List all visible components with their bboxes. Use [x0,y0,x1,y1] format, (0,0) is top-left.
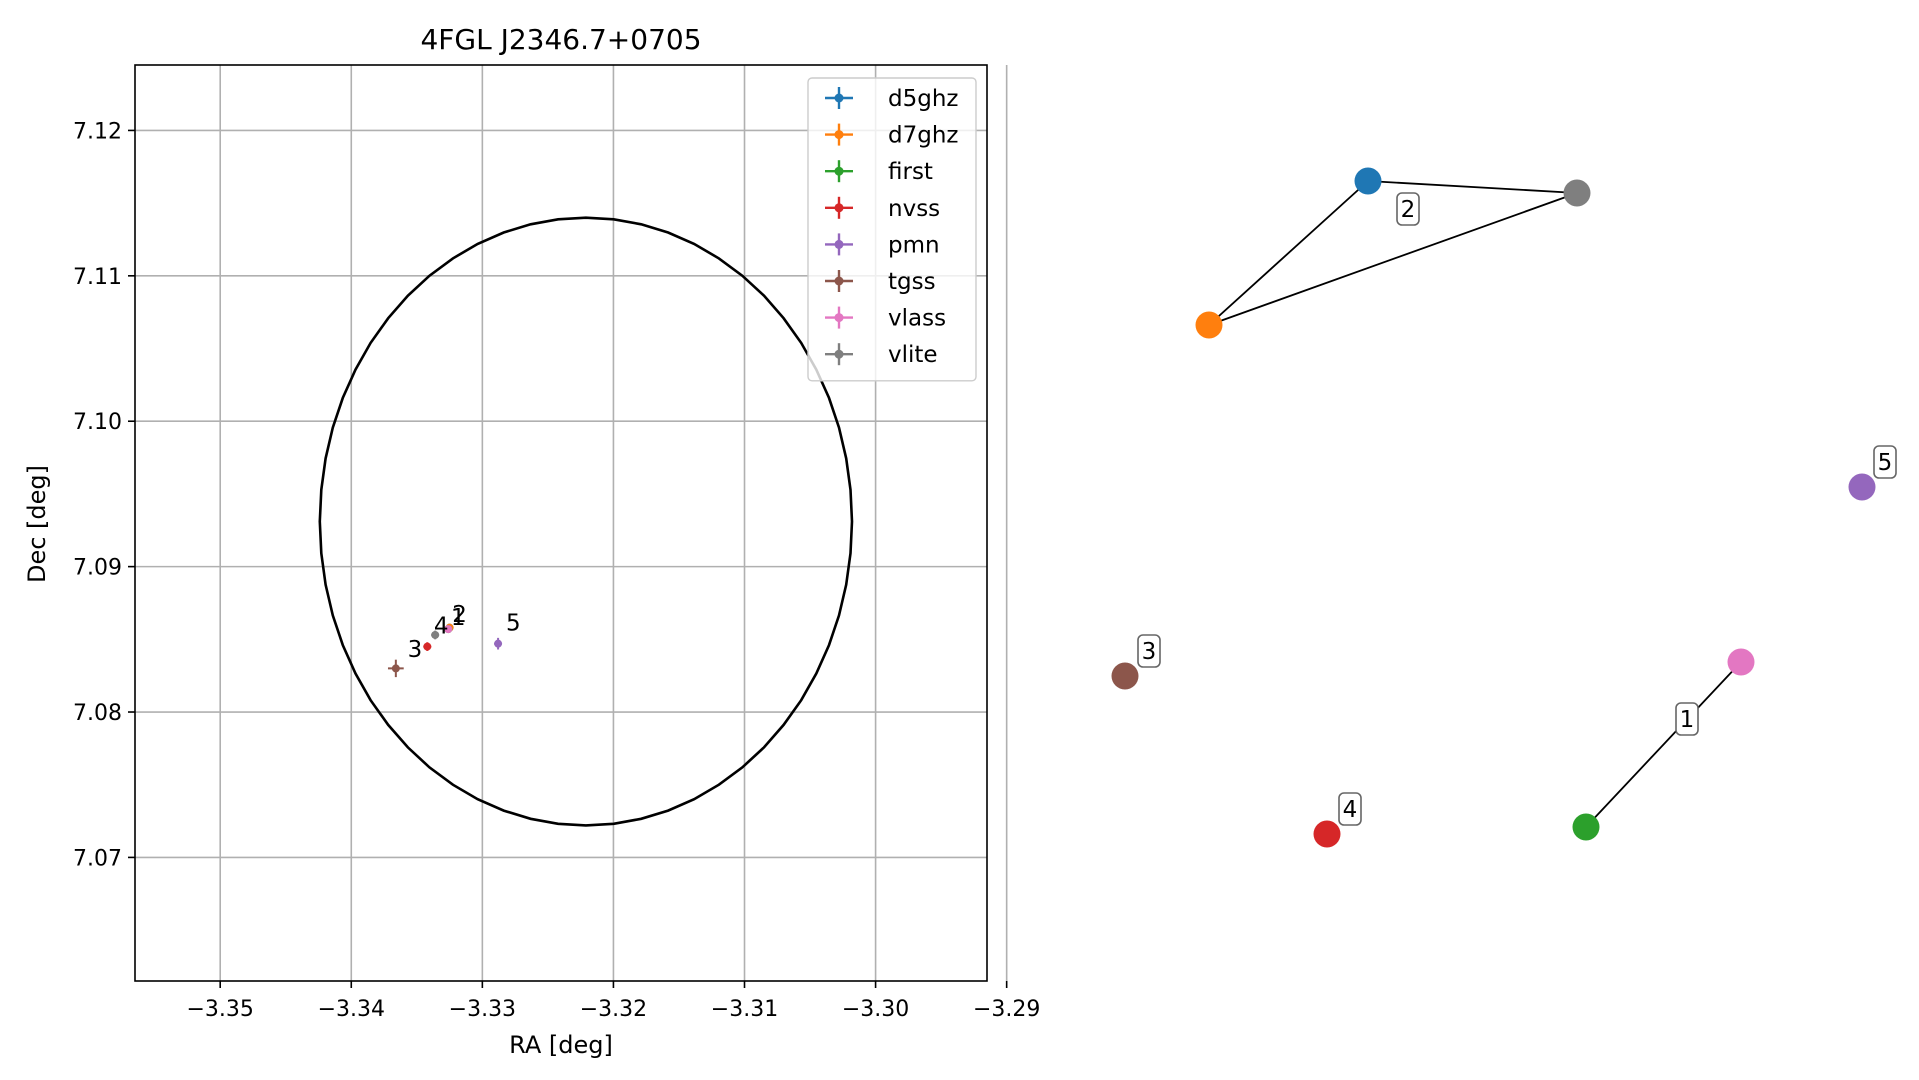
edge-d5ghz-d7ghz [1208,180,1369,326]
annotation-3: 3 [408,637,423,663]
point-tgss [387,659,404,678]
legend-box [807,77,977,382]
legend-label: d7ghz [888,123,958,149]
network-nodes [1111,167,1876,848]
sky-scatter-panel: 12 34 5 −3.35 −3.34 −3.33 −3.32 −3.31 −3.30 −3.2… [23,23,1040,1059]
legend-label: first [888,159,933,185]
group-label-3: 3 [1137,634,1161,668]
legend-item-tgss: tgss [825,269,936,295]
group-labels: 1 2 3 4 5 [1137,192,1897,826]
legend-item-d7ghz: d7ghz [825,123,958,149]
group-label-text: 5 [1878,450,1893,476]
legend-item-nvss: nvss [825,196,940,222]
chart-title: 4FGL J2346.7+0705 [420,23,701,56]
legend: d5ghz d7ghz first nvss pmn tgss vlass vlite [807,77,977,382]
y-axis-label: Dec [deg] [23,465,51,583]
legend-label: pmn [888,232,940,258]
node-vlite [1563,179,1591,207]
localization-ellipse [318,216,854,827]
x-tick-label: −3.34 [318,997,385,1022]
axes-frame [134,64,988,982]
marker-vlass [444,625,453,634]
y-tick-label: 7.10 [73,410,122,435]
y-tick-label: 7.07 [73,846,122,871]
x-tick-label: −3.30 [842,997,909,1022]
legend-label: tgss [888,269,936,295]
marker-vlite [431,630,440,639]
y-tick-label: 7.09 [73,556,122,581]
network-edges [1208,180,1742,828]
legend-item-vlite: vlite [825,342,938,368]
group-label-4: 4 [1338,792,1362,826]
node-first [1572,813,1600,841]
marker-pmn [494,639,503,648]
legend-marker [834,130,844,140]
data-points [387,623,503,678]
annotation-1: 1 [451,605,466,631]
legend-marker [834,93,844,103]
y-tick-label: 7.11 [73,265,122,290]
legend-label: vlite [888,342,938,368]
group-label-text: 4 [1343,797,1358,823]
x-tick-label: −3.35 [186,997,253,1022]
group-label-box [1396,192,1420,226]
legend-label: nvss [888,196,940,222]
annotation-2: 2 [452,602,467,628]
annotation-5: 5 [506,611,521,637]
node-pmn [1848,473,1876,501]
point-vlass [444,625,453,634]
node-tgss [1111,662,1139,690]
legend-marker [834,349,844,359]
node-d5ghz [1354,167,1382,195]
legend-marker [834,313,844,323]
legend-item-first: first [825,159,933,185]
legend-marker [834,276,844,286]
group-label-box [1338,792,1362,826]
group-label-box [1873,445,1897,479]
node-vlass [1727,648,1755,676]
legend-marker [834,203,844,213]
group-label-text: 3 [1142,639,1157,665]
x-tick-label: −3.32 [580,997,647,1022]
legend-label: vlass [888,306,946,332]
edge-d7ghz-vlite [1208,192,1578,326]
grid-lines [135,65,1008,981]
legend-label: d5ghz [888,86,958,112]
legend-item-vlass: vlass [825,306,946,332]
x-axis-label: RA [deg] [509,1031,613,1059]
x-tick-label: −3.33 [449,997,516,1022]
y-axis-ticks: 7.07 7.08 7.09 7.10 7.11 7.12 [73,119,135,871]
point-pmn [494,637,503,650]
legend-item-pmn: pmn [825,232,940,258]
crossmatch-network-panel: 1 2 3 4 5 [1111,167,1897,848]
node-d7ghz [1195,311,1223,339]
group-label-5: 5 [1873,445,1897,479]
y-tick-label: 7.08 [73,701,122,726]
legend-item-d5ghz: d5ghz [825,86,958,112]
point-nvss [423,642,432,651]
x-tick-label: −3.29 [973,997,1040,1022]
group-label-2: 2 [1396,192,1420,226]
group-label-1: 1 [1675,702,1699,736]
node-nvss [1313,820,1341,848]
annotation-4: 4 [434,614,449,640]
group-label-text: 1 [1680,707,1695,733]
group-label-box [1675,702,1699,736]
legend-marker [834,239,844,249]
point-vlite [431,630,440,640]
legend-marker [834,166,844,176]
group-label-box [1137,634,1161,668]
marker-nvss [423,642,432,651]
point-annotations: 12 34 5 [408,602,521,663]
x-tick-label: −3.31 [711,997,778,1022]
edge-first-vlass [1585,661,1742,828]
group-label-text: 2 [1401,197,1416,223]
marker-tgss [391,664,400,673]
y-tick-label: 7.12 [73,119,122,144]
edge-d5ghz-vlite [1367,180,1578,194]
x-axis-ticks: −3.35 −3.34 −3.33 −3.32 −3.31 −3.30 −3.29 [186,981,1040,1022]
